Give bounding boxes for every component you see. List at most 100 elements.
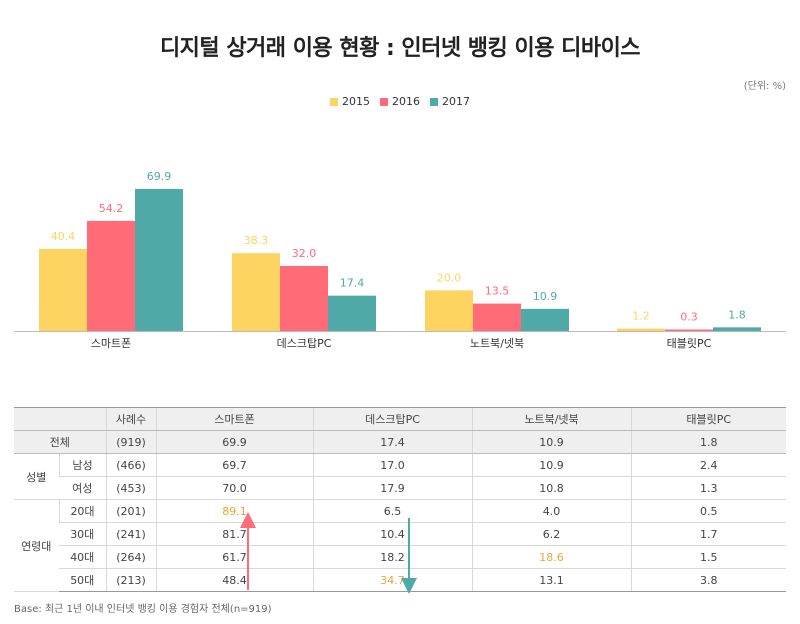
cell-value: 6.5: [312, 499, 472, 523]
row-n: (264): [105, 545, 156, 569]
table-row-total: 전체 (919) 69.9 17.4 10.9 1.8: [14, 430, 786, 454]
cell-value: 69.7: [155, 453, 313, 477]
bar-2017-3: [713, 327, 761, 331]
cell-value: 48.4: [155, 568, 313, 592]
data-label-2015-3: 1.2: [632, 310, 650, 323]
data-label-2017-2: 10.9: [533, 290, 558, 303]
row-label: 여성: [59, 476, 106, 500]
cell-value: 2.4: [630, 453, 786, 477]
group-label-age: 연령대: [14, 499, 59, 592]
bar-2015-1: [232, 253, 280, 331]
bar-2016-0: [87, 220, 135, 331]
cell-value-highlight: 34.7: [312, 568, 472, 592]
legend-item-2017: 2017: [430, 95, 470, 108]
table-header-row: 사례수 스마트폰 데스크탑PC 노트북/넷북 태블릿PC: [14, 407, 786, 431]
row-label: 20대: [58, 499, 106, 523]
table-header-n: 사례수: [105, 407, 156, 431]
data-label-2015-1: 38.3: [244, 234, 269, 247]
bar-2015-3: [617, 328, 665, 331]
data-label-2016-2: 13.5: [485, 285, 510, 298]
table-header-tablet: 태블릿PC: [630, 407, 786, 431]
chart-title: 디지털 상거래 이용 현황 : 인터넷 뱅킹 이용 디바이스: [159, 36, 641, 61]
legend-label-2015: 2015: [342, 95, 370, 108]
bar-2015-0: [39, 248, 87, 331]
data-label-2017-1: 17.4: [340, 277, 365, 290]
cell-value: 10.4: [312, 522, 472, 546]
row-n: (201): [105, 499, 156, 523]
cell-value: 69.9: [155, 430, 313, 454]
cell-value: 1.7: [630, 522, 786, 546]
cell-value: 81.7: [155, 522, 313, 546]
bar-2016-1: [280, 265, 328, 331]
data-label-2017-3: 1.8: [728, 308, 746, 321]
cell-value: 10.9: [471, 430, 631, 454]
table-row: 연령대 20대 (201) 89.1 6.5 4.0 0.5: [14, 499, 786, 592]
row-label: 남성: [58, 453, 106, 477]
cell-value: 1.8: [630, 430, 786, 454]
base-note: Base: 최근 1년 이내 인터넷 뱅킹 이용 경험자 전체(n=919): [14, 604, 272, 615]
group-label-gender: 성별: [14, 453, 59, 500]
data-label-2015-0: 40.4: [51, 230, 76, 243]
cell-value: 10.8: [471, 476, 631, 500]
cell-value: 18.2: [312, 545, 472, 569]
cell-value: 4.0: [471, 499, 631, 523]
category-label-0: 스마트폰: [91, 337, 131, 350]
legend-label-2016: 2016: [392, 95, 420, 108]
cell-value: 17.9: [312, 476, 472, 500]
cell-value-highlight: 18.6: [471, 545, 631, 569]
row-label: 30대: [59, 522, 106, 546]
row-label: 40대: [59, 545, 106, 569]
row-n: (241): [105, 522, 156, 546]
cell-value: 6.2: [471, 522, 631, 546]
category-label-2: 노트북/넷북: [470, 337, 524, 350]
cell-value: 17.4: [312, 430, 472, 454]
legend: 2015 2016 2017: [0, 95, 800, 108]
table-header-smartphone: 스마트폰: [155, 407, 313, 431]
legend-item-2015: 2015: [330, 95, 370, 108]
category-label-1: 데스크탑PC: [277, 337, 332, 350]
cell-value: 3.8: [630, 568, 786, 592]
row-n: (453): [105, 476, 156, 500]
row-label: 50대: [59, 568, 106, 592]
data-label-2015-2: 20.0: [437, 271, 462, 284]
cell-value: 61.7: [155, 545, 313, 569]
cell-value-highlight: 89.1: [155, 499, 313, 523]
row-label: 전체: [14, 430, 106, 454]
row-n: (919): [105, 430, 156, 454]
bar-2017-1: [328, 295, 376, 331]
cell-value: 13.1: [471, 568, 631, 592]
table-row: 여성 (453) 70.0 17.9 10.8 1.3: [14, 476, 786, 500]
data-label-2016-3: 0.3: [680, 311, 698, 324]
bar-2016-3: [665, 329, 713, 331]
cell-value: 1.5: [630, 545, 786, 569]
table-header-notebook: 노트북/넷북: [471, 407, 631, 431]
cell-value: 1.3: [630, 476, 786, 500]
bar-2017-2: [521, 308, 569, 331]
row-n: (213): [105, 568, 156, 592]
cell-value: 0.5: [630, 499, 786, 523]
data-label-2016-1: 32.0: [292, 247, 317, 260]
legend-label-2017: 2017: [442, 95, 470, 108]
bar-2015-2: [425, 290, 473, 331]
row-n: (466): [105, 453, 156, 477]
data-table: 사례수 스마트폰 데스크탑PC 노트북/넷북 태블릿PC 전체 (919) 69…: [14, 407, 786, 592]
table-header-desktop: 데스크탑PC: [312, 407, 472, 431]
unit-label: (단위: %): [743, 81, 786, 92]
cell-value: 70.0: [155, 476, 313, 500]
table-row: 30대 (241) 81.7 10.4 6.2 1.7: [14, 522, 786, 546]
category-label-3: 태블릿PC: [667, 337, 712, 350]
cell-value: 10.9: [471, 453, 631, 477]
legend-item-2016: 2016: [380, 95, 420, 108]
legend-swatch-2017: [430, 97, 438, 106]
bar-2016-2: [473, 303, 521, 331]
legend-swatch-2015: [330, 97, 338, 106]
table-row: 성별 남성 (466) 69.7 17.0 10.9 2.4: [14, 453, 786, 500]
table-header-blank: [14, 407, 106, 431]
bar-chart: 40.4 54.2 69.9 스마트폰 38.3 32.0 17.4 데스크탑PC 20.0 13…: [14, 170, 786, 350]
cell-value: 17.0: [312, 453, 472, 477]
table-row: 40대 (264) 61.7 18.2 18.6 1.5: [14, 545, 786, 569]
data-label-2016-0: 54.2: [99, 202, 124, 215]
table-row: 50대 (213) 48.4 34.7 13.1 3.8: [14, 568, 786, 592]
legend-swatch-2016: [380, 97, 388, 106]
data-label-2017-0: 69.9: [147, 170, 172, 183]
